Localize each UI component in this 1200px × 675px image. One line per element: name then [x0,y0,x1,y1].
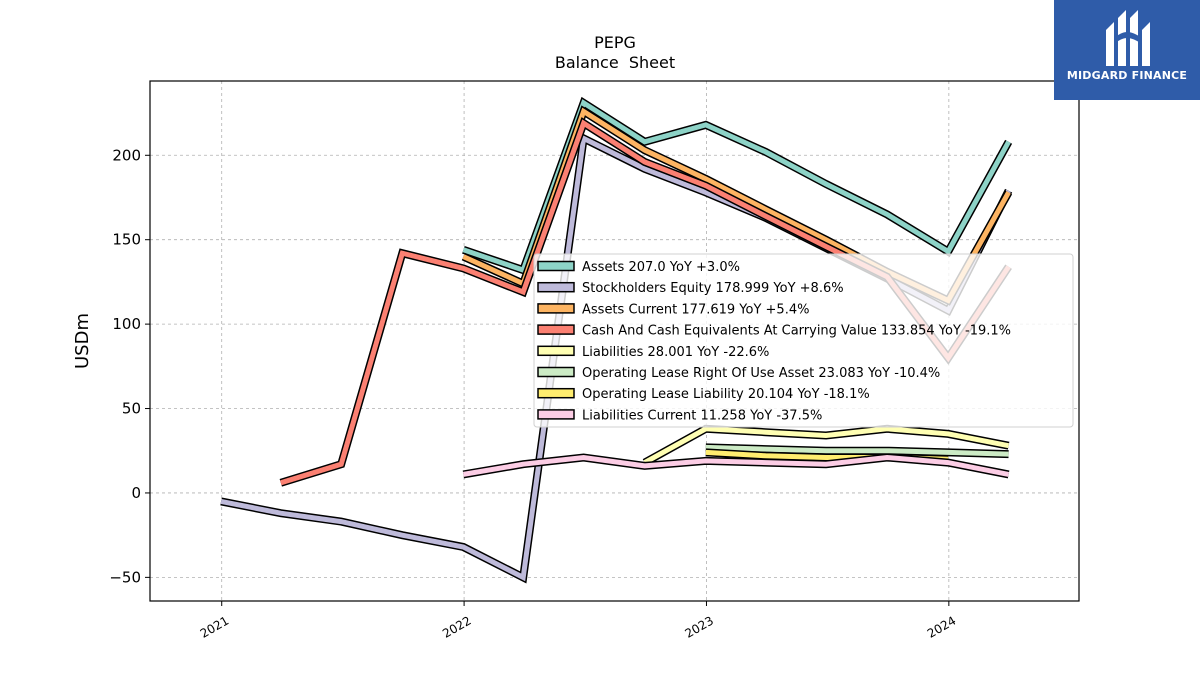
chart-title: PEPG [594,33,636,52]
x-tick-label: 2021 [198,613,231,640]
legend: Assets 207.0 YoY +3.0% Stockholders Equit… [533,253,1074,428]
x-tick-label: 2022 [440,613,473,640]
chart-subtitle: Balance Sheet [555,53,675,72]
x-axis-ticks: 2021 2022 2023 2024 [198,601,958,641]
legend-label: Assets 207.0 YoY +3.0% [582,260,740,275]
legend-item: Operating Lease Liability 20.104 YoY -18… [537,387,870,402]
y-axis-ticks: −50 0 50 100 150 200 [109,146,150,586]
series-stroke [705,444,1009,457]
legend-label: Cash And Cash Equivalents At Carrying Va… [582,324,1011,339]
legend-label: Stockholders Equity 178.999 YoY +8.6% [582,281,844,296]
legend-swatch [537,260,575,272]
legend-swatch [537,366,575,378]
y-tick-label: 50 [122,400,141,418]
legend-item: Stockholders Equity 178.999 YoY +8.6% [537,281,844,296]
legend-label: Assets Current 177.619 YoY +5.4% [582,302,809,317]
legend-item: Liabilities Current 11.258 YoY -37.5% [537,408,822,423]
legend-label: Operating Lease Right Of Use Asset 23.08… [582,366,940,381]
legend-item: Liabilities 28.001 YoY -22.6% [537,345,769,360]
y-tick-label: −50 [109,568,141,586]
series-line-5 [642,424,1010,467]
series-line-6 [705,443,1009,459]
legend-swatch [537,324,575,335]
brand-logo: MIDGARD FINANCE [1054,0,1200,100]
legend-swatch [537,409,575,420]
series-line-8 [462,453,1010,479]
legend-swatch [537,345,575,357]
midgard-logo-icon [1106,10,1150,66]
y-axis-label: USDm [72,313,93,369]
legend-item: Operating Lease Right Of Use Asset 23.08… [537,366,940,381]
y-tick-label: 100 [112,315,141,333]
series-stroke [462,99,1011,274]
legend-label: Liabilities 28.001 YoY -22.6% [582,345,769,360]
x-tick-label: 2024 [925,613,958,640]
brand-name: MIDGARD FINANCE [1066,69,1188,82]
legend-swatch [537,281,575,293]
y-tick-label: 200 [112,146,141,164]
legend-label: Liabilities Current 11.258 YoY -37.5% [582,408,822,423]
legend-swatch [537,387,575,399]
y-tick-label: 0 [131,484,141,502]
plot-frame [149,80,1080,602]
legend-box [533,253,1074,428]
y-tick-label: 150 [112,231,141,249]
legend-item: Cash And Cash Equivalents At Carrying Va… [537,324,1011,339]
legend-item: Assets Current 177.619 YoY +5.4% [537,302,809,317]
series-stroke [643,426,1010,465]
series-outline [462,96,1013,276]
x-tick-label: 2023 [683,613,716,640]
legend-item: Assets 207.0 YoY +3.0% [537,260,740,275]
legend-label: Operating Lease Liability 20.104 YoY -18… [582,387,870,402]
series-stroke [462,454,1010,477]
legend-swatch [537,303,575,314]
series-line-1 [462,96,1013,276]
